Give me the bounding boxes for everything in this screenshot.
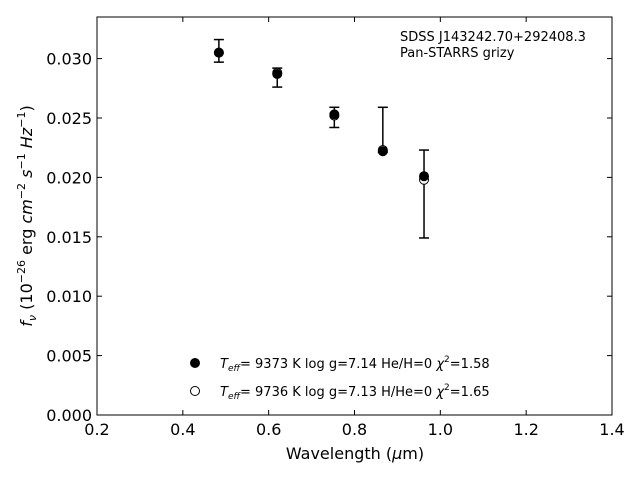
x-axis-label: Wavelength (μm) xyxy=(286,444,424,463)
x-tick-label: 0.6 xyxy=(256,420,281,439)
legend-marker-filled xyxy=(190,358,200,368)
model-point-filled xyxy=(419,171,430,182)
x-tick-label: 0.2 xyxy=(84,420,109,439)
y-tick-label: 0.015 xyxy=(46,228,92,247)
y-axis-label: fν (10−26 erg cm−2 s−1 Hz−1) xyxy=(15,105,39,326)
x-tick-label: 1.0 xyxy=(428,420,453,439)
error-bars xyxy=(213,38,430,239)
annotation-survey: Pan-STARRS grizy xyxy=(400,46,515,61)
y-tick-label: 0.005 xyxy=(46,347,92,366)
model-point-filled xyxy=(377,146,388,157)
legend-entry-2: Teff= 9736 K log g=7.13 H/He=0 χ2=1.65 xyxy=(220,383,490,402)
legend-marker-open xyxy=(190,386,200,396)
annotation-object-name: SDSS J143242.70+292408.3 xyxy=(400,30,586,45)
y-tick-label: 0.030 xyxy=(46,50,92,69)
y-tick-label: 0.010 xyxy=(46,287,92,306)
x-tick-label: 1.2 xyxy=(513,420,538,439)
y-tick-label: 0.020 xyxy=(46,168,92,187)
y-tick-label: 0.025 xyxy=(46,109,92,128)
data-points xyxy=(213,47,430,185)
axis-ticks: 0.2 0.4 0.6 0.8 1.0 1.2 1.4 0.000 0.005 0.010 0.01… xyxy=(46,17,625,439)
y-tick-label: 0.000 xyxy=(46,406,92,425)
legend-entry-1: Teff= 9373 K log g=7.14 He/H=0 χ2=1.58 xyxy=(220,355,490,374)
model-point-filled xyxy=(272,69,283,80)
model-point-filled xyxy=(213,47,224,58)
x-tick-label: 1.4 xyxy=(599,420,624,439)
x-tick-label: 0.8 xyxy=(342,420,367,439)
x-tick-label: 0.4 xyxy=(170,420,195,439)
model-point-filled xyxy=(329,109,340,120)
plot-frame xyxy=(96,16,613,416)
legend: Teff= 9373 K log g=7.14 He/H=0 χ2=1.58 T… xyxy=(190,355,490,402)
